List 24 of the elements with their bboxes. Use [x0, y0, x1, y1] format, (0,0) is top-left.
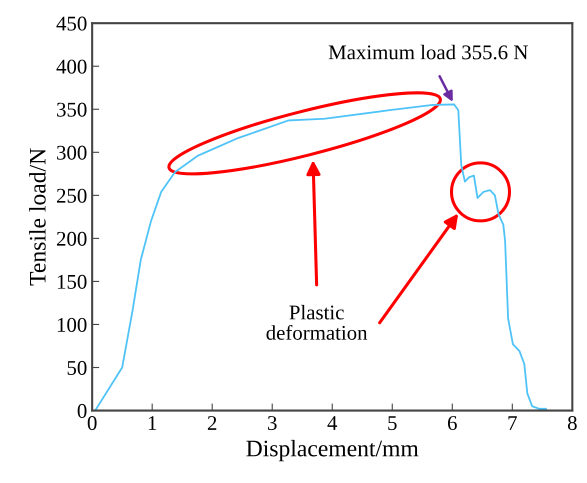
y-tick-label: 100 [58, 318, 87, 332]
x-tick-label: 7 [508, 416, 517, 430]
x-tick-label: 5 [388, 416, 397, 430]
y-tick-label: 50 [68, 360, 87, 375]
x-axis-title: Displacement/mm [246, 440, 418, 462]
annotation: Plastic deformation [266, 304, 368, 340]
x-tick-label: 6 [448, 416, 457, 430]
y-tick-label: 0 [78, 404, 87, 418]
x-tick-label: 3 [268, 416, 277, 430]
y-tick-label: 350 [57, 102, 87, 117]
x-tick-label: 1 [148, 416, 156, 430]
y-tick-label: 450 [56, 16, 87, 31]
y-tick-label: 400 [56, 60, 87, 74]
x-tick-label: 4 [327, 416, 338, 430]
annotation: Maximum load 355.6 N [328, 44, 528, 60]
y-axis-title: Tensile load/N [29, 148, 46, 286]
x-tick-label: 8 [568, 416, 577, 430]
x-tick-label: 2 [208, 416, 216, 430]
y-tick-label: 300 [57, 146, 87, 160]
line-series [94, 104, 547, 411]
y-tick-label: 250 [56, 188, 87, 203]
x-tick-label: 0 [88, 416, 97, 430]
y-tick-label: 150 [58, 274, 87, 289]
y-tick-label: 200 [56, 232, 87, 246]
